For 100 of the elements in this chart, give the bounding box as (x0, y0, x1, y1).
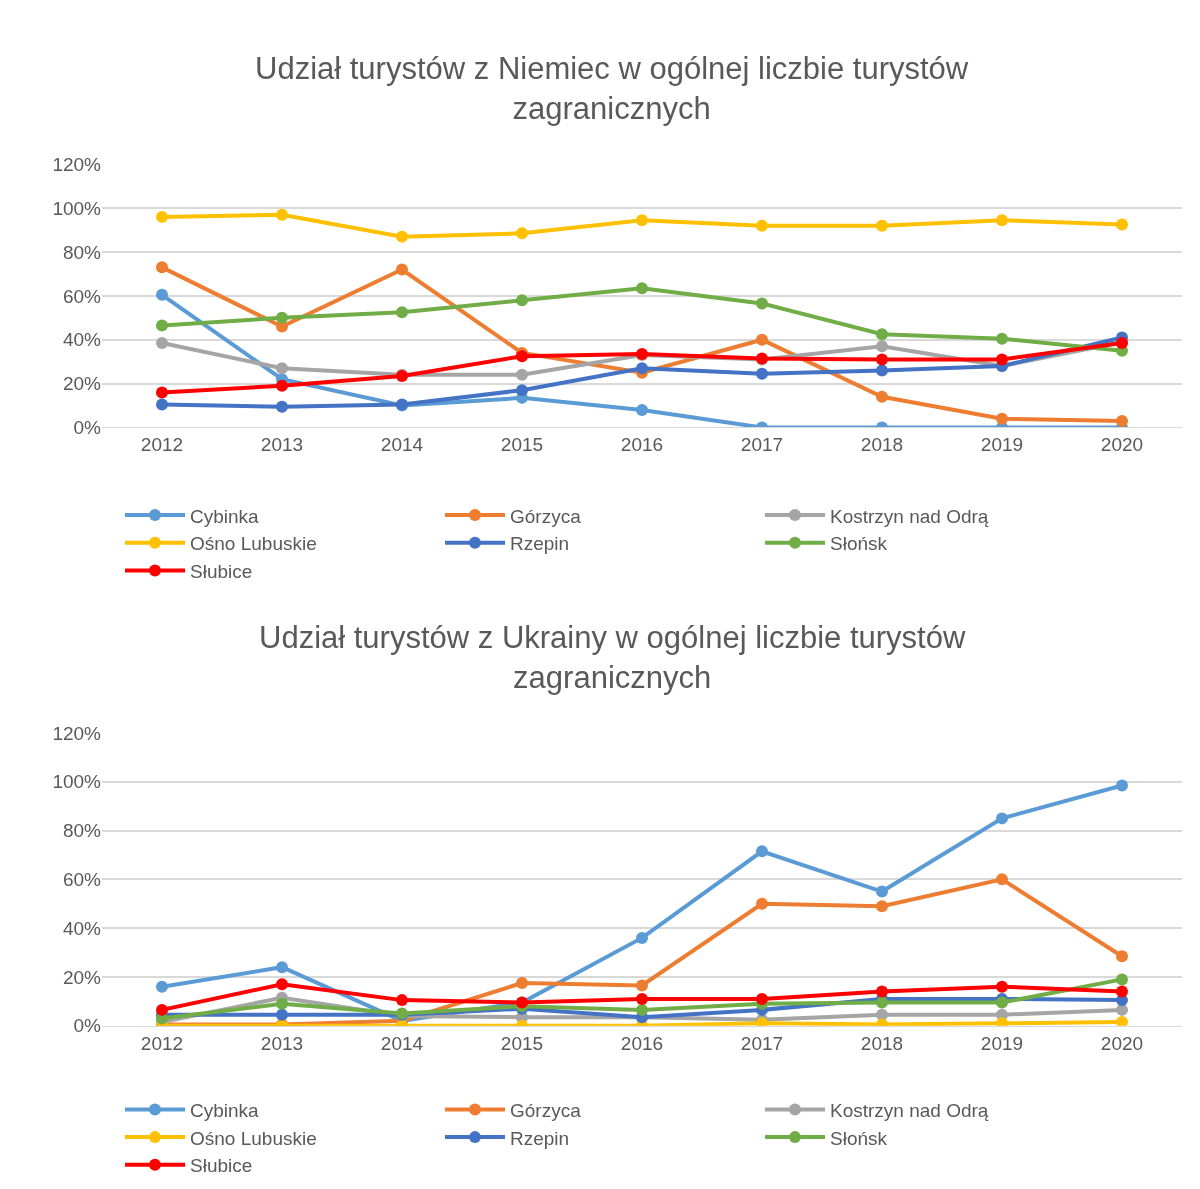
legend-label: Słońsk (830, 1127, 888, 1149)
point (396, 230, 408, 243)
legend-label: Górzyca (510, 505, 582, 527)
point (516, 227, 528, 240)
point (276, 978, 288, 991)
y-tick-label: 120% (52, 153, 102, 175)
legend-label: Słubice (190, 560, 253, 582)
legend-label: Cybinka (190, 505, 260, 527)
point (756, 845, 768, 858)
y-tick-label: 80% (62, 820, 102, 842)
legend-label: Ośno Lubuskie (190, 1127, 317, 1149)
point (636, 1003, 648, 1016)
legend-label: Słońsk (830, 533, 888, 555)
legend-label: Rzepin (510, 533, 570, 555)
y-tick-label: 60% (62, 285, 102, 307)
point (156, 980, 168, 993)
x-tick-label: 2016 (620, 1032, 664, 1054)
point (756, 992, 768, 1005)
point (756, 219, 768, 232)
x-tick-label: 2017 (740, 1032, 784, 1054)
legend-label: Cybinka (190, 1099, 260, 1121)
x-tick-label: 2018 (860, 1032, 904, 1054)
point (876, 996, 888, 1009)
point (156, 337, 168, 350)
point (996, 873, 1008, 886)
point (756, 897, 768, 910)
point (756, 297, 768, 310)
point (516, 384, 528, 397)
point (876, 219, 888, 232)
y-tick-label: 100% (52, 771, 102, 793)
x-tick-label: 2013 (260, 1032, 304, 1054)
point (1116, 950, 1128, 963)
point (636, 403, 648, 416)
point (876, 1008, 888, 1021)
point (756, 367, 768, 380)
point (876, 885, 888, 898)
point (876, 900, 888, 913)
chart-title: Udział turystów z Niemiec w ogólnej liczbie turystów zagranicznych (255, 51, 969, 127)
x-tick-label: 2016 (620, 434, 664, 456)
x-tick-label: 2014 (380, 1032, 424, 1054)
point (156, 261, 168, 274)
x-tick-label: 2015 (500, 1032, 544, 1054)
point (636, 362, 648, 375)
x-tick-label: 2019 (980, 1032, 1024, 1054)
x-tick-label: 2020 (1100, 1032, 1144, 1054)
y-tick-label: 0% (73, 1015, 102, 1037)
point (636, 282, 648, 295)
x-tick-label: 2019 (980, 434, 1024, 456)
point (156, 210, 168, 223)
x-tick-label: 2017 (740, 434, 784, 456)
point (876, 390, 888, 403)
point (756, 333, 768, 346)
y-tick-label: 0% (73, 417, 102, 439)
point (876, 985, 888, 998)
y-tick-label: 40% (62, 917, 102, 939)
x-tick-label: 2014 (380, 434, 424, 456)
legend-label: Górzyca (510, 1099, 582, 1121)
point (396, 306, 408, 319)
y-tick-label: 40% (62, 329, 102, 351)
legend-label: Kostrzyn nad Odrą (830, 505, 989, 527)
point (156, 398, 168, 411)
y-tick-label: 20% (62, 373, 102, 395)
point (276, 379, 288, 392)
point (876, 340, 888, 353)
y-tick-label: 20% (62, 966, 102, 988)
point (636, 979, 648, 992)
point (276, 208, 288, 221)
point (516, 350, 528, 363)
y-tick-label: 60% (62, 869, 102, 891)
x-tick-label: 2013 (260, 434, 304, 456)
point (276, 961, 288, 974)
point (636, 992, 648, 1005)
x-tick-label: 2012 (140, 1032, 184, 1054)
x-tick-label: 2015 (500, 434, 544, 456)
x-tick-label: 2012 (140, 434, 184, 456)
point (1116, 1016, 1128, 1026)
point (996, 332, 1008, 345)
legend-label: Ośno Lubuskie (190, 533, 317, 555)
point (156, 319, 168, 332)
y-tick-label: 100% (52, 197, 102, 219)
point (876, 328, 888, 341)
y-tick-label: 80% (62, 241, 102, 263)
point (516, 368, 528, 381)
legend-label: Kostrzyn nad Odrą (830, 1099, 989, 1121)
point (876, 364, 888, 377)
legend-label: Słubice (190, 1155, 253, 1177)
x-tick-label: 2020 (1100, 434, 1144, 456)
point (516, 977, 528, 990)
point (1116, 414, 1128, 427)
point (1116, 985, 1128, 998)
point (1116, 218, 1128, 231)
x-tick-label: 2018 (860, 434, 904, 456)
point (1116, 779, 1128, 792)
point (876, 353, 888, 366)
point (516, 294, 528, 307)
point (996, 996, 1008, 1009)
point (156, 1003, 168, 1016)
point (276, 400, 288, 413)
point (156, 288, 168, 301)
point (1116, 973, 1128, 986)
